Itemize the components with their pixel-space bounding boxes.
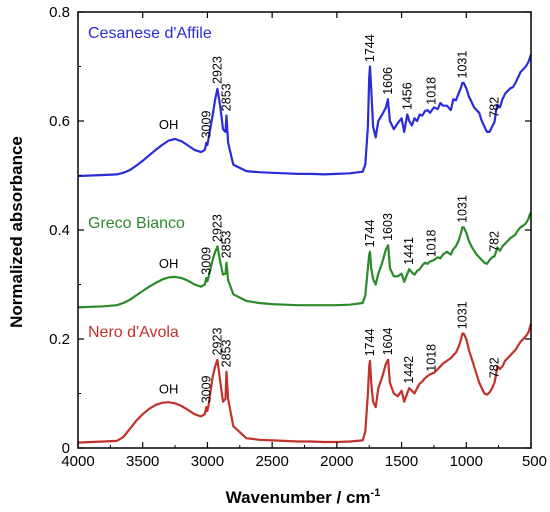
x-tick-label-3: 2500 <box>255 453 288 470</box>
peak-label-1-5: 1603 <box>381 213 395 241</box>
peak-label-2-8: 1031 <box>455 301 469 329</box>
peak-label-0-7: 1018 <box>424 77 438 105</box>
peak-label-0-4: 1744 <box>363 34 377 62</box>
peak-label-2-9: 782 <box>488 357 502 378</box>
peak-label-0-1: 3009 <box>199 111 213 139</box>
x-tick-label-7: 500 <box>522 453 547 470</box>
x-tick-label-6: 1000 <box>450 453 483 470</box>
oh-label-1: OH <box>159 256 179 271</box>
y-tick-label-4: 0.8 <box>49 4 70 21</box>
x-axis-title-sup: -1 <box>371 487 381 499</box>
x-tick-label-0: 4000 <box>61 453 94 470</box>
series-label-2: Nero d'Avola <box>88 324 179 341</box>
x-tick-label-5: 1500 <box>385 453 418 470</box>
series-line-2 <box>77 323 533 444</box>
series-label-0: Cesanese d'Affile <box>88 25 212 42</box>
peak-label-1-1: 3009 <box>199 247 213 275</box>
x-tick-label-1: 3500 <box>126 453 159 470</box>
oh-label-2: OH <box>159 382 179 397</box>
peak-label-0-2: 2923 <box>210 56 224 84</box>
plot-area: Cesanese d'Affile Greco Bianco Nero d'Avol… <box>77 25 533 444</box>
peak-label-1-4: 1744 <box>363 220 377 248</box>
peak-label-1-6: 1441 <box>402 237 416 265</box>
peak-label-2-2: 2923 <box>210 328 224 356</box>
series-line-1 <box>77 212 532 309</box>
x-axis-title-main: Wavenumber / cm <box>226 488 371 507</box>
series-label-1: Greco Bianco <box>88 215 185 232</box>
peak-label-1-3: 2853 <box>220 230 234 258</box>
axes: 4000 3500 3000 2500 2000 1500 1000 500 0 0.2 0.4 0.… <box>49 4 547 470</box>
peak-label-0-6: 1456 <box>400 82 414 110</box>
peak-label-2-7: 1018 <box>424 344 438 372</box>
peak-label-0-9: 782 <box>488 97 502 118</box>
y-tick-label-1: 0.2 <box>49 331 70 348</box>
peak-label-2-4: 1744 <box>363 329 377 357</box>
oh-label-0: OH <box>159 117 179 132</box>
peak-label-1-9: 782 <box>488 231 502 252</box>
x-tick-label-2: 3000 <box>191 453 224 470</box>
x-tick-label-4: 2000 <box>320 453 353 470</box>
y-tick-label-3: 0.6 <box>49 113 70 130</box>
peak-label-2-1: 3009 <box>199 375 213 403</box>
peak-label-0-8: 1031 <box>455 51 469 79</box>
series-line-0 <box>77 54 533 178</box>
y-axis-title: Normalized absorbance <box>7 136 26 328</box>
peak-label-1-8: 1031 <box>455 195 469 223</box>
peak-label-2-6: 1442 <box>402 356 416 384</box>
peak-label-0-5: 1606 <box>381 67 395 95</box>
x-axis-title: Wavenumber / cm-1 <box>226 487 381 507</box>
y-tick-label-2: 0.4 <box>49 222 70 239</box>
peak-label-0-3: 2853 <box>220 83 234 111</box>
peak-label-2-5: 1604 <box>381 328 395 356</box>
peak-label-1-2: 2923 <box>210 214 224 242</box>
y-tick-label-0: 0 <box>62 440 70 457</box>
peak-label-2-3: 2853 <box>220 339 234 367</box>
peak-label-1-7: 1018 <box>424 229 438 257</box>
